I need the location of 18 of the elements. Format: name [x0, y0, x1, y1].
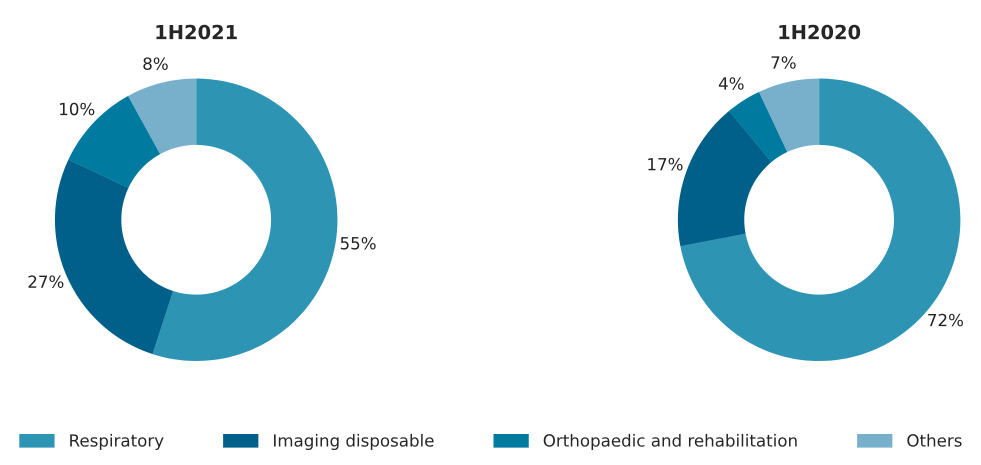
donut-slice — [729, 92, 788, 162]
legend-label: Imaging disposable — [274, 434, 434, 450]
donut-slice — [128, 78, 196, 154]
data-label: 55% — [340, 236, 376, 250]
legend-label: Others — [907, 434, 962, 447]
donut-slice — [758, 78, 820, 152]
data-label: 10% — [60, 102, 94, 116]
legend-label: Respiratory — [70, 434, 164, 450]
data-label: 4% — [718, 77, 744, 90]
data-label: 17% — [648, 158, 683, 171]
data-label: 8% — [143, 57, 168, 70]
legend-label: Orthopaedic and rehabilitation — [544, 434, 797, 450]
data-label: 27% — [28, 275, 64, 288]
donut-slice — [152, 78, 338, 362]
data-label: 7% — [772, 56, 796, 69]
chart-title: 1H2021 — [156, 24, 237, 40]
chart-title: 1H2020 — [779, 24, 860, 40]
data-label: 72% — [928, 314, 963, 326]
